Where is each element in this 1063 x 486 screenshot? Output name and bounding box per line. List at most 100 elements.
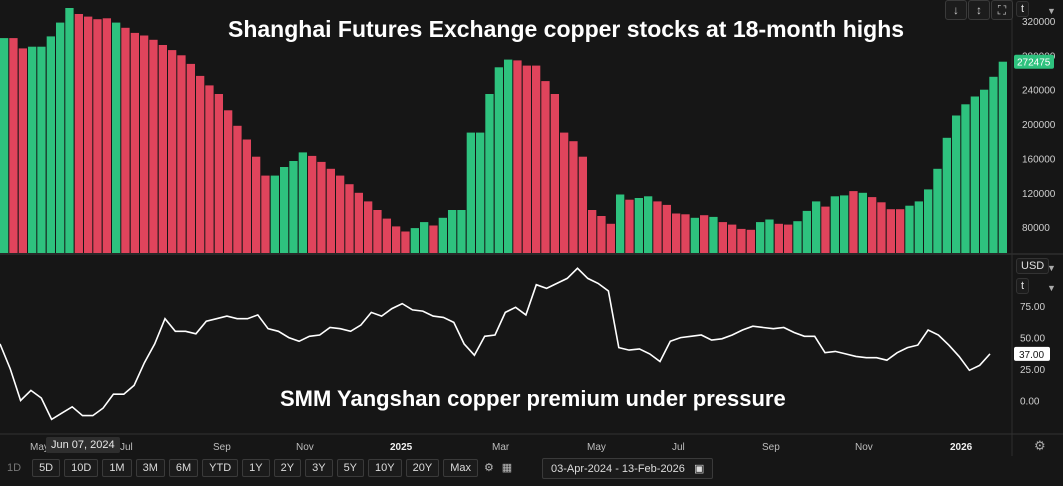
y-tick-label: 75.00 xyxy=(1020,302,1045,313)
period-1m[interactable]: 1M xyxy=(102,459,132,477)
date-range-text: 03-Apr-2024 - 13-Feb-2026 xyxy=(551,463,685,475)
settings-icon[interactable]: ⚙ xyxy=(1034,438,1046,453)
bar xyxy=(597,216,606,253)
period-3y[interactable]: 3Y xyxy=(305,459,333,477)
bar xyxy=(821,206,830,253)
bar xyxy=(849,191,858,253)
period-max[interactable]: Max xyxy=(443,459,478,477)
bar xyxy=(662,204,671,253)
premium-line xyxy=(0,267,991,421)
bar xyxy=(401,231,410,253)
bar xyxy=(877,202,886,253)
x-tick-label: Sep xyxy=(213,442,231,453)
bar xyxy=(578,156,587,253)
bar xyxy=(354,192,363,253)
bar xyxy=(942,137,951,253)
bar xyxy=(121,27,130,253)
bar xyxy=(541,81,550,253)
bar xyxy=(37,46,46,254)
bar xyxy=(233,125,242,253)
x-tick-label: Nov xyxy=(855,442,873,453)
bar xyxy=(812,201,821,253)
bar xyxy=(18,48,27,254)
bar xyxy=(289,161,298,253)
bar xyxy=(261,175,270,253)
period-1y[interactable]: 1Y xyxy=(242,459,270,477)
bar xyxy=(905,205,914,253)
arrow-down-icon[interactable]: ↓ xyxy=(945,0,967,20)
period-3m[interactable]: 3M xyxy=(135,459,165,477)
bar xyxy=(532,65,541,253)
x-axis: May Jul Sep Nov 2025 Mar May Jul Sep Nov 2026 xyxy=(30,442,973,453)
bar xyxy=(280,167,289,253)
x-tick-label: Jul xyxy=(672,442,685,453)
bar xyxy=(709,216,718,253)
bar xyxy=(616,194,625,253)
period-10d[interactable]: 10D xyxy=(64,459,99,477)
bar xyxy=(326,168,335,253)
bar xyxy=(0,38,9,253)
bar xyxy=(9,38,18,253)
bar xyxy=(653,201,662,253)
bar xyxy=(298,152,307,253)
bar xyxy=(130,32,139,254)
bar xyxy=(980,89,989,253)
chevron-down-icon[interactable]: ▼ xyxy=(1047,6,1056,16)
bar xyxy=(420,222,429,253)
bar xyxy=(270,175,279,253)
bar xyxy=(672,213,681,253)
bar xyxy=(952,115,961,253)
bar xyxy=(46,36,55,254)
bar xyxy=(634,198,643,253)
bar xyxy=(560,132,569,253)
bar xyxy=(504,59,513,253)
y-tick-label: 200000 xyxy=(1022,120,1056,131)
date-range-picker[interactable]: 03-Apr-2024 - 13-Feb-2026 ▣ xyxy=(542,458,714,479)
bar xyxy=(793,221,802,253)
bar xyxy=(522,65,531,253)
period-6m[interactable]: 6M xyxy=(168,459,199,477)
bar xyxy=(746,229,755,253)
bar xyxy=(410,228,419,253)
bar xyxy=(728,224,737,253)
bar xyxy=(56,22,65,253)
period-ytd[interactable]: YTD xyxy=(202,459,239,477)
period-10y[interactable]: 10Y xyxy=(368,459,402,477)
bar xyxy=(933,168,942,253)
period-5d[interactable]: 5D xyxy=(32,459,61,477)
bar xyxy=(112,22,121,253)
bar xyxy=(242,139,251,253)
chevron-down-icon[interactable]: ▼ xyxy=(1047,283,1056,293)
bar xyxy=(896,209,905,253)
bar xyxy=(924,189,933,253)
x-tick-label: Nov xyxy=(296,442,314,453)
bar-series xyxy=(0,8,1007,254)
bar xyxy=(392,226,401,253)
currency-select[interactable]: USD xyxy=(1016,258,1050,274)
bar xyxy=(214,94,223,253)
period-2y[interactable]: 2Y xyxy=(273,459,302,477)
resize-icon[interactable]: ↕ xyxy=(968,0,990,20)
bottom-unit-select[interactable]: t xyxy=(1016,278,1030,294)
bar xyxy=(700,215,709,253)
period-20y[interactable]: 20Y xyxy=(405,459,440,477)
settings-icon[interactable]: ⚙ xyxy=(484,462,494,474)
y-tick-label: 120000 xyxy=(1022,189,1056,200)
period-5y[interactable]: 5Y xyxy=(336,459,365,477)
bar xyxy=(681,214,690,253)
chevron-down-icon[interactable]: ▼ xyxy=(1047,263,1056,273)
expand-icon[interactable]: ⛶ xyxy=(991,0,1013,20)
bar xyxy=(149,39,158,253)
period-1d[interactable]: 1D xyxy=(7,462,22,474)
table-icon[interactable]: ▦ xyxy=(501,462,513,474)
bar xyxy=(448,210,457,253)
bar xyxy=(102,18,111,253)
bar xyxy=(886,209,895,253)
bar xyxy=(429,225,438,253)
bar xyxy=(513,60,522,254)
top-unit-select[interactable]: t xyxy=(1016,1,1030,17)
x-tick-label: 2025 xyxy=(390,442,413,453)
bar xyxy=(84,16,93,253)
bar xyxy=(317,161,326,253)
y-tick-label: 50.00 xyxy=(1020,334,1045,345)
